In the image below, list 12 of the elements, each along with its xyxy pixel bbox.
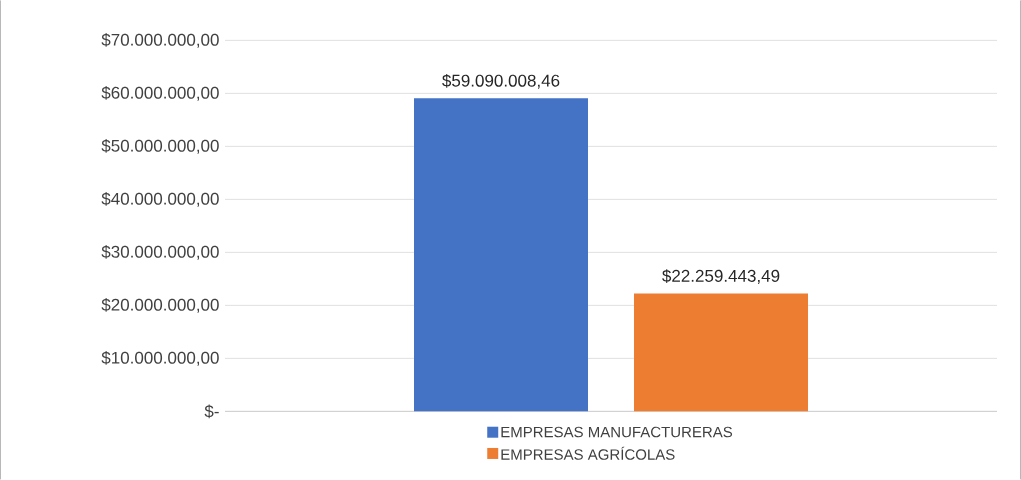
legend-label: EMPRESAS MANUFACTURERAS — [501, 426, 733, 438]
y-tick-label: $- — [204, 404, 219, 419]
y-tick-label: $50.000.000,00 — [101, 139, 219, 154]
y-tick-label: $70.000.000,00 — [101, 33, 219, 48]
data-label: $22.259.443,49 — [662, 269, 780, 284]
data-label: $59.090.008,46 — [442, 74, 560, 89]
y-tick-label: $20.000.000,00 — [101, 298, 219, 313]
y-tick-label: $10.000.000,00 — [101, 351, 219, 366]
y-tick-label: $40.000.000,00 — [101, 192, 219, 207]
legend-label: EMPRESAS AGRÍCOLAS — [501, 446, 675, 460]
y-tick-label: $30.000.000,00 — [101, 245, 219, 260]
y-tick-label: $60.000.000,00 — [101, 86, 219, 101]
